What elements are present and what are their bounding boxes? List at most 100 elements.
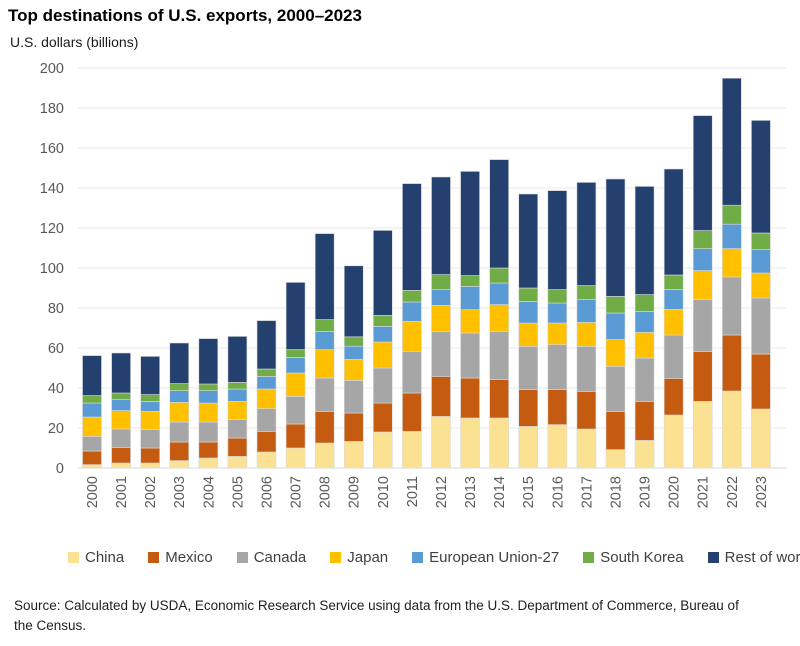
bar-2016-mexico xyxy=(547,389,568,425)
bar-2017-china xyxy=(576,428,597,469)
x-tick-label-2023: 2023 xyxy=(754,476,770,508)
y-tick-label-80: 80 xyxy=(48,301,64,317)
bar-2012-rest-of-world xyxy=(431,176,451,275)
bar-2022-european-union-27 xyxy=(722,223,742,249)
bar-2006-rest-of-world xyxy=(256,320,277,370)
bar-2015-canada xyxy=(518,346,539,390)
x-tick-label-2006: 2006 xyxy=(259,476,275,508)
x-tick-label-2009: 2009 xyxy=(347,476,363,508)
bar-2008-european-union-27 xyxy=(314,331,335,350)
bar-2013-mexico xyxy=(460,377,480,419)
bar-2021-south-korea xyxy=(692,230,713,249)
y-tick-label-0: 0 xyxy=(56,461,64,477)
bar-2011-rest-of-world xyxy=(402,183,422,291)
bar-2007-japan xyxy=(285,372,306,397)
bar-2018-mexico xyxy=(605,411,626,450)
bar-2023-south-korea xyxy=(751,232,771,250)
x-tick-label-2020: 2020 xyxy=(667,476,683,508)
bar-2013-south-korea xyxy=(460,275,480,287)
bar-2015-japan xyxy=(518,322,539,347)
bar-2015-south-korea xyxy=(518,287,539,302)
bar-2005-mexico xyxy=(227,437,248,457)
bar-2022-canada xyxy=(722,276,742,336)
bar-2012-canada xyxy=(431,331,451,377)
legend-item-rest-of-world: Rest of world xyxy=(707,549,800,566)
bar-2011-japan xyxy=(402,321,422,352)
bar-2020-japan xyxy=(663,309,684,336)
bar-2003-japan xyxy=(169,402,190,423)
bar-2021-canada xyxy=(692,299,713,352)
bar-2000-european-union-27 xyxy=(82,402,102,418)
bar-2021-japan xyxy=(692,270,713,300)
bar-2012-china xyxy=(431,416,451,469)
x-tick-label-2003: 2003 xyxy=(172,476,188,508)
x-tick-label-2018: 2018 xyxy=(608,476,624,508)
bar-2001-canada xyxy=(111,428,131,448)
bar-2016-canada xyxy=(547,344,568,390)
bar-2023-european-union-27 xyxy=(751,249,771,274)
legend-item-european-union-27: European Union-27 xyxy=(412,549,559,566)
bar-2001-european-union-27 xyxy=(111,399,131,411)
bar-2016-european-union-27 xyxy=(547,302,568,324)
legend-item-south-korea: South Korea xyxy=(583,549,684,566)
bar-2009-european-union-27 xyxy=(343,345,364,360)
bar-2013-japan xyxy=(460,309,480,334)
bar-2009-canada xyxy=(343,380,364,414)
bar-2018-china xyxy=(605,449,626,469)
x-tick-label-2013: 2013 xyxy=(463,476,479,508)
bar-2001-south-korea xyxy=(111,392,131,400)
bar-2020-rest-of-world xyxy=(663,168,684,276)
bar-2014-japan xyxy=(489,304,509,332)
bar-2015-mexico xyxy=(518,389,539,427)
legend-item-mexico: Mexico xyxy=(148,549,213,566)
bar-2010-mexico xyxy=(373,402,393,433)
bar-2020-canada xyxy=(663,334,684,379)
bar-2007-china xyxy=(285,447,306,469)
bar-2016-rest-of-world xyxy=(547,190,568,290)
x-tick-label-2012: 2012 xyxy=(434,476,450,508)
bar-2010-european-union-27 xyxy=(373,326,393,343)
bar-2008-rest-of-world xyxy=(314,233,335,320)
x-tick-label-2002: 2002 xyxy=(143,476,159,508)
bar-2007-mexico xyxy=(285,423,306,449)
page-title: Top destinations of U.S. exports, 2000–2… xyxy=(8,6,362,25)
bar-2020-south-korea xyxy=(663,274,684,290)
legend-swatch-china xyxy=(68,552,79,563)
bar-2007-european-union-27 xyxy=(285,357,306,374)
y-tick-label-180: 180 xyxy=(40,101,64,117)
bar-2002-mexico xyxy=(140,447,160,464)
bar-2013-european-union-27 xyxy=(460,286,480,310)
bar-2007-south-korea xyxy=(285,349,306,358)
bar-2015-european-union-27 xyxy=(518,301,539,324)
bar-2000-japan xyxy=(82,416,102,437)
bar-2003-south-korea xyxy=(169,383,190,391)
legend-item-canada: Canada xyxy=(236,549,306,566)
legend-label-rest-of-world: Rest of world xyxy=(724,549,800,566)
bar-2001-japan xyxy=(111,410,131,430)
x-tick-label-2014: 2014 xyxy=(492,476,508,508)
bar-2001-mexico xyxy=(111,447,131,464)
bar-2020-mexico xyxy=(663,378,684,416)
bar-2000-mexico xyxy=(82,450,102,465)
bar-2017-rest-of-world xyxy=(576,182,597,286)
legend-label-japan: Japan xyxy=(347,549,389,566)
source-note: Source: Calculated by USDA, Economic Res… xyxy=(14,598,739,634)
bar-2003-china xyxy=(169,460,190,469)
bar-2019-china xyxy=(634,440,655,469)
bar-2002-european-union-27 xyxy=(140,401,160,412)
bar-2005-japan xyxy=(227,401,248,420)
bar-2018-rest-of-world xyxy=(605,178,626,297)
x-tick-label-2010: 2010 xyxy=(376,476,392,508)
bar-2013-china xyxy=(460,417,480,469)
legend-swatch-rest-of-world xyxy=(707,552,719,563)
legend-label-china: China xyxy=(85,549,125,566)
bar-2008-japan xyxy=(314,349,335,379)
x-tick-label-2000: 2000 xyxy=(85,476,101,508)
bar-2000-rest-of-world xyxy=(82,355,102,396)
bar-2023-china xyxy=(751,408,771,469)
bar-2013-rest-of-world xyxy=(460,171,480,276)
bar-2006-south-korea xyxy=(256,368,277,377)
bar-2010-japan xyxy=(373,341,393,369)
x-tick-label-2001: 2001 xyxy=(114,476,130,508)
bar-2023-japan xyxy=(751,272,771,299)
